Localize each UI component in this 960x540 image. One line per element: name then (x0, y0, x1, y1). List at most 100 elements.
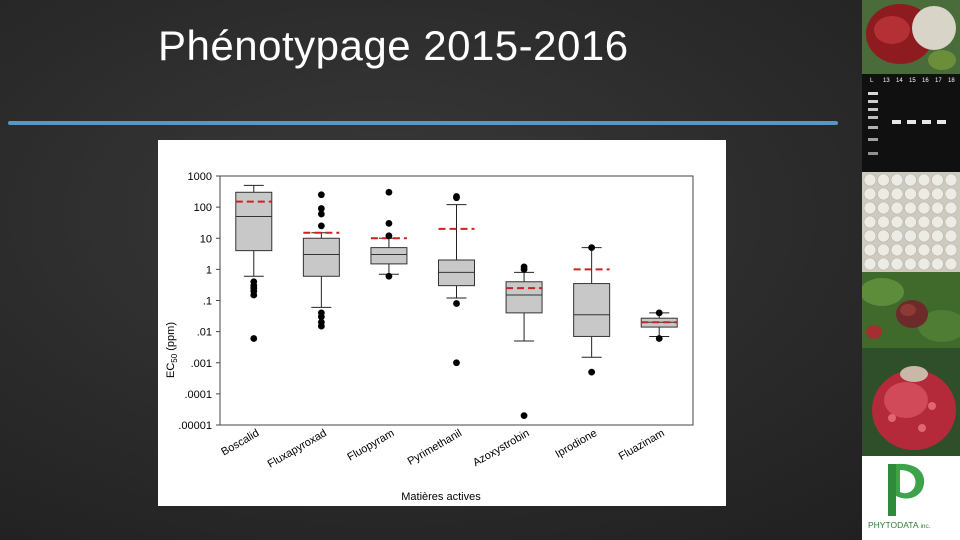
culture-plate (863, 201, 877, 215)
box-iqr (302, 237, 340, 277)
box-fluxapyroxad (302, 191, 340, 330)
logo-mark-icon (888, 463, 925, 516)
culture-plate (944, 187, 958, 201)
culture-plate (890, 243, 904, 257)
outlier-point (588, 244, 596, 252)
box-iqr (505, 281, 543, 314)
outlier-point (520, 412, 528, 420)
culture-plate (917, 229, 931, 243)
culture-plate (877, 229, 890, 243)
slide-title: Phénotypage 2015-2016 (158, 22, 629, 69)
culture-plate (931, 257, 944, 271)
culture-plate (863, 229, 877, 243)
culture-plate (944, 201, 958, 215)
outlier-point (317, 205, 325, 212)
logo-suffix: inc. (920, 523, 931, 530)
culture-plate (890, 257, 904, 271)
box-iqr (370, 247, 408, 265)
gel-lane-label: 18 (948, 78, 955, 84)
culture-plate (890, 215, 904, 229)
outlier-point (385, 188, 393, 196)
culture-plate (890, 187, 904, 201)
culture-plate (863, 187, 877, 201)
x-category-label: Azoxystrobin (471, 427, 532, 469)
gel-lane-label: 16 (922, 78, 929, 84)
culture-plate (863, 257, 877, 271)
x-category-label: Iprodione (553, 427, 599, 460)
boxplot-chart: 1000 100 10 1.1.01.001.0001.00001 Boscalid F… (158, 140, 726, 506)
x-axis-label: Matières actives (401, 491, 481, 503)
culture-plate (917, 173, 931, 187)
y-tick-label: .01 (197, 327, 212, 339)
culture-plate (917, 201, 931, 215)
outlier-point (453, 359, 460, 367)
culture-plate (904, 257, 917, 271)
culture-plate (890, 173, 904, 187)
y-tick-label: .001 (191, 358, 212, 370)
y-tick-label: .00001 (178, 420, 212, 432)
boxes-layer (235, 184, 678, 420)
box-fluopyram (370, 188, 408, 280)
outlier-point (317, 322, 325, 330)
x-category-label: Boscalid (219, 427, 261, 458)
strawberry-fruit-photo (862, 0, 960, 74)
x-category-labels: Boscalid Fluxapyroxad Fluopyram Pyrimethani… (219, 427, 666, 470)
outlier-point (317, 210, 325, 218)
culture-plate (890, 201, 904, 215)
culture-plate (904, 201, 917, 215)
outlier-point (250, 291, 258, 299)
culture-plate (931, 173, 944, 187)
gel-lane-label: 17 (935, 78, 942, 84)
gel-lane-label: L (870, 78, 874, 84)
culture-plate (904, 243, 917, 257)
title-underline (8, 121, 838, 125)
outlier-point (588, 368, 596, 376)
photo-strip: L 13 14 15 16 17 18 (862, 0, 960, 540)
culture-plate (931, 229, 944, 243)
culture-plate (877, 173, 890, 187)
raspberry-fruit-photo (862, 348, 960, 456)
outlier-point (655, 309, 663, 317)
gel-lane-label: 13 (883, 78, 890, 84)
culture-plate (877, 243, 890, 257)
logo-name: PHYTODATA (868, 520, 919, 530)
y-tick-label: .1 (203, 296, 212, 308)
outlier-point (250, 335, 258, 342)
culture-plate (917, 215, 931, 229)
culture-plate (944, 257, 958, 271)
culture-plate (931, 215, 944, 229)
gel-lane-label: 15 (909, 78, 916, 84)
culture-plate (944, 229, 958, 243)
gel-lane-label: 14 (896, 78, 903, 84)
outlier-point (385, 219, 393, 227)
culture-plate (931, 201, 944, 215)
box-iprodione (573, 244, 611, 376)
culture-plate (944, 173, 958, 187)
culture-plate (904, 215, 917, 229)
culture-plate (904, 173, 917, 187)
outlier-point (655, 335, 663, 342)
y-tick-label: 1000 (188, 171, 212, 183)
outlier-point (317, 222, 325, 230)
culture-plate (863, 173, 877, 187)
phytodata-logo: PHYTODATA inc. (862, 456, 960, 540)
box-iqr (573, 283, 611, 337)
culture-plate (863, 215, 877, 229)
x-category-label: Fluazinam (617, 427, 667, 463)
y-tick-label: 1 (206, 264, 212, 276)
outlier-point (317, 313, 325, 321)
box-azoxystrobin (505, 263, 543, 420)
culture-plate (917, 187, 931, 201)
outlier-point (453, 193, 460, 200)
raspberry-plant-photo (862, 272, 960, 348)
culture-plate (931, 187, 944, 201)
culture-plate (944, 243, 958, 257)
culture-plate (863, 243, 877, 257)
culture-plate (877, 201, 890, 215)
outlier-point (453, 300, 460, 307)
y-ticks-layer: 1000 100 10 1 .1 .01 .001 .0001 .00001 (178, 171, 220, 432)
culture-plate (904, 229, 917, 243)
box-fluazinam (640, 309, 678, 342)
box-boscalid (235, 184, 273, 342)
